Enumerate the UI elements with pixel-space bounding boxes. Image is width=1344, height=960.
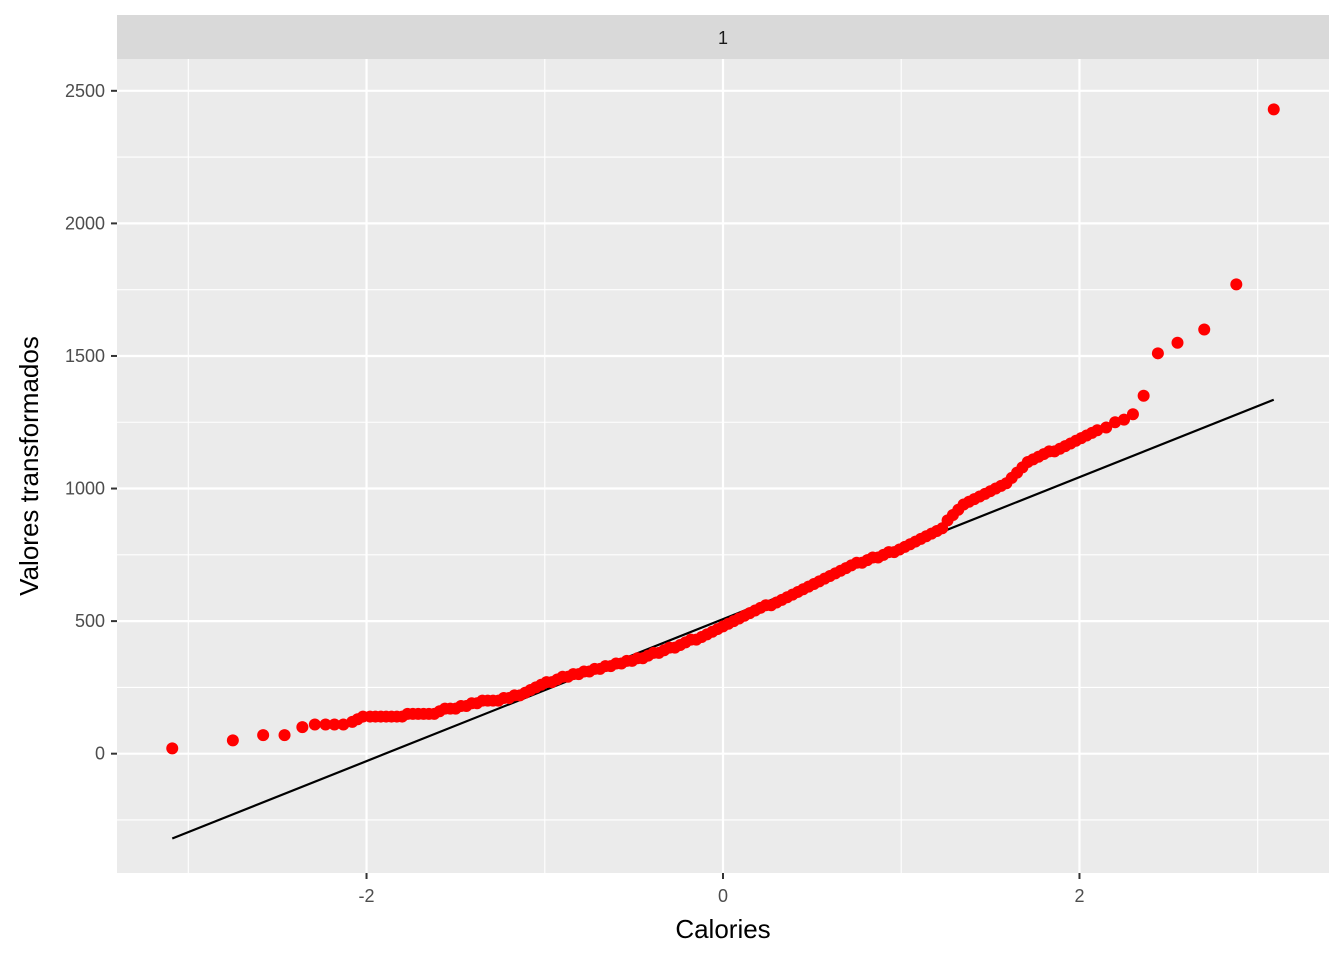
reference-line	[171, 398, 1275, 840]
data-point	[296, 721, 309, 734]
x-axis-ticks: -2 0 2	[359, 873, 1084, 906]
x-tick-label: -2	[359, 886, 375, 906]
data-point	[226, 734, 239, 747]
y-tick-label: 2000	[65, 213, 105, 233]
y-tick-label: 2500	[65, 81, 105, 101]
data-point	[1126, 408, 1139, 421]
data-point	[257, 729, 270, 742]
y-tick-label: 1500	[65, 346, 105, 366]
y-tick-label: 500	[75, 611, 105, 631]
data-point	[308, 718, 321, 731]
data-point	[1100, 421, 1113, 434]
data-point	[1267, 103, 1280, 116]
data-point	[319, 718, 332, 731]
facet-strip	[117, 15, 1329, 59]
data-points	[166, 103, 1280, 755]
x-tick-label: 0	[718, 886, 728, 906]
y-axis-ticks: 0 500 1000 1500 2000 2500	[65, 81, 117, 764]
data-point	[1137, 389, 1150, 402]
data-point	[1151, 347, 1164, 360]
data-point	[1198, 323, 1211, 336]
data-point	[278, 729, 291, 742]
y-axis-title: Valores transformados	[14, 336, 44, 596]
y-tick-label: 1000	[65, 479, 105, 499]
data-point	[1230, 278, 1243, 291]
facet-strip-label: 1	[718, 28, 728, 48]
data-point	[166, 742, 179, 755]
data-point	[328, 718, 341, 731]
y-tick-label: 0	[95, 744, 105, 764]
data-point	[1118, 413, 1131, 426]
x-tick-label: 2	[1074, 886, 1084, 906]
major-gridlines	[117, 59, 1329, 873]
x-axis-title: Calories	[675, 914, 770, 944]
data-point	[1171, 336, 1184, 349]
